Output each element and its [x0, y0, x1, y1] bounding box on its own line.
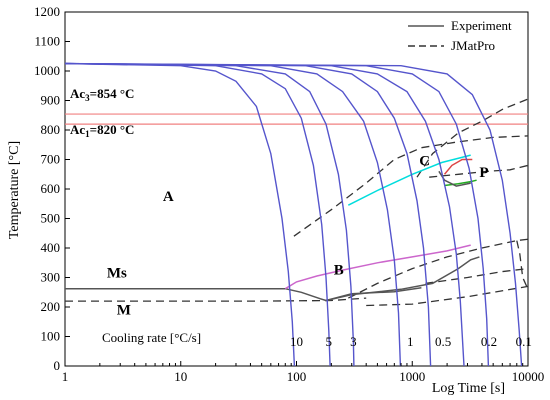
x-tick-label: 1000: [399, 369, 425, 384]
jmatpro-curve: [293, 135, 529, 237]
cooling-rate-title: Cooling rate [°C/s]: [102, 330, 201, 345]
cooling-curve: [64, 62, 402, 367]
y-tick-label: 400: [41, 240, 61, 255]
jmatpro-curve: [348, 238, 529, 299]
y-axis-title: Temperature [°C]: [7, 141, 22, 239]
region-label: B: [334, 263, 344, 279]
cooling-curve: [64, 62, 432, 367]
cooling-curve: [64, 62, 296, 367]
legend-box: [400, 14, 527, 58]
x-tick-label: 100: [287, 369, 307, 384]
chart-labels: A C P B Ms M 10 5 3 1 0.5 0.2 0.1: [107, 153, 532, 349]
legend: Experiment JMatPro: [400, 14, 527, 58]
cooling-rate-label: 10: [290, 334, 303, 349]
experiment-curve: [284, 244, 471, 290]
cooling-rate-label: 0.1: [516, 334, 532, 349]
y-tick-label: 0: [54, 358, 61, 373]
cooling-rate-label: 0.2: [481, 334, 497, 349]
y-tick-label: 1200: [34, 4, 60, 19]
y-tick-label: 700: [41, 152, 61, 167]
cooling-rate-label: 5: [326, 334, 333, 349]
experiment-curve: [347, 154, 471, 206]
ac1-label-value: =820 °C: [90, 122, 135, 137]
y-tick-label: 600: [41, 181, 61, 196]
y-tick-label: 300: [41, 270, 61, 285]
cooling-curve: [64, 62, 331, 367]
jmatpro-curve: [429, 164, 529, 178]
ac3-label-sub: 3: [85, 93, 90, 103]
y-tick-label: 200: [41, 299, 61, 314]
cooling-rate-label: 1: [407, 334, 414, 349]
ac1-label-main: Ac: [70, 122, 85, 137]
y-tick-label: 900: [41, 93, 61, 108]
y-tick-label: 100: [41, 329, 61, 344]
axes: 0100200300400500600700800900100011001200…: [34, 4, 544, 384]
ac1-label-sub: 1: [85, 129, 90, 139]
x-tick-label: 1: [62, 369, 69, 384]
y-tick-label: 800: [41, 122, 61, 137]
x-tick-label: 10000: [512, 369, 545, 384]
x-tick-label: 10: [174, 369, 187, 384]
experiment-curve: [444, 179, 477, 187]
cooling-rate-label: 3: [350, 334, 357, 349]
ac3-label-main: Ac: [70, 86, 85, 101]
region-label: C: [419, 153, 430, 169]
x-axis-title: Log Time [s]: [432, 381, 505, 396]
ac1-label: Ac1=820 °C: [70, 122, 134, 139]
cooling-curve: [64, 62, 490, 367]
region-label: A: [163, 189, 174, 205]
cooling-curve: [64, 62, 355, 367]
y-tick-label: 1100: [34, 34, 60, 49]
experiment-curve: [325, 287, 422, 302]
experiment-curve: [65, 287, 327, 302]
legend-experiment-label: Experiment: [451, 18, 512, 33]
cooling-rate-label: 0.5: [435, 334, 451, 349]
cooling-curves: [64, 62, 523, 367]
ac3-label: Ac3=854 °C: [70, 86, 134, 103]
cooling-curve: [64, 62, 465, 367]
region-label: Ms: [107, 266, 127, 282]
reference-lines: [65, 113, 528, 125]
region-label: M: [117, 302, 131, 318]
jmatpro-curve: [65, 297, 367, 302]
experiment-curve: [438, 170, 471, 187]
jmatpro-curves: [65, 98, 529, 307]
cooling-curve: [64, 62, 523, 367]
jmatpro-curve: [366, 285, 529, 307]
jmatpro-curve: [516, 240, 529, 290]
region-label: P: [479, 165, 488, 181]
ac3-label-value: =854 °C: [90, 86, 135, 101]
jmatpro-curve: [425, 267, 529, 285]
y-tick-label: 500: [41, 211, 61, 226]
y-tick-label: 1000: [34, 63, 60, 78]
legend-jmatpro-label: JMatPro: [451, 38, 495, 53]
